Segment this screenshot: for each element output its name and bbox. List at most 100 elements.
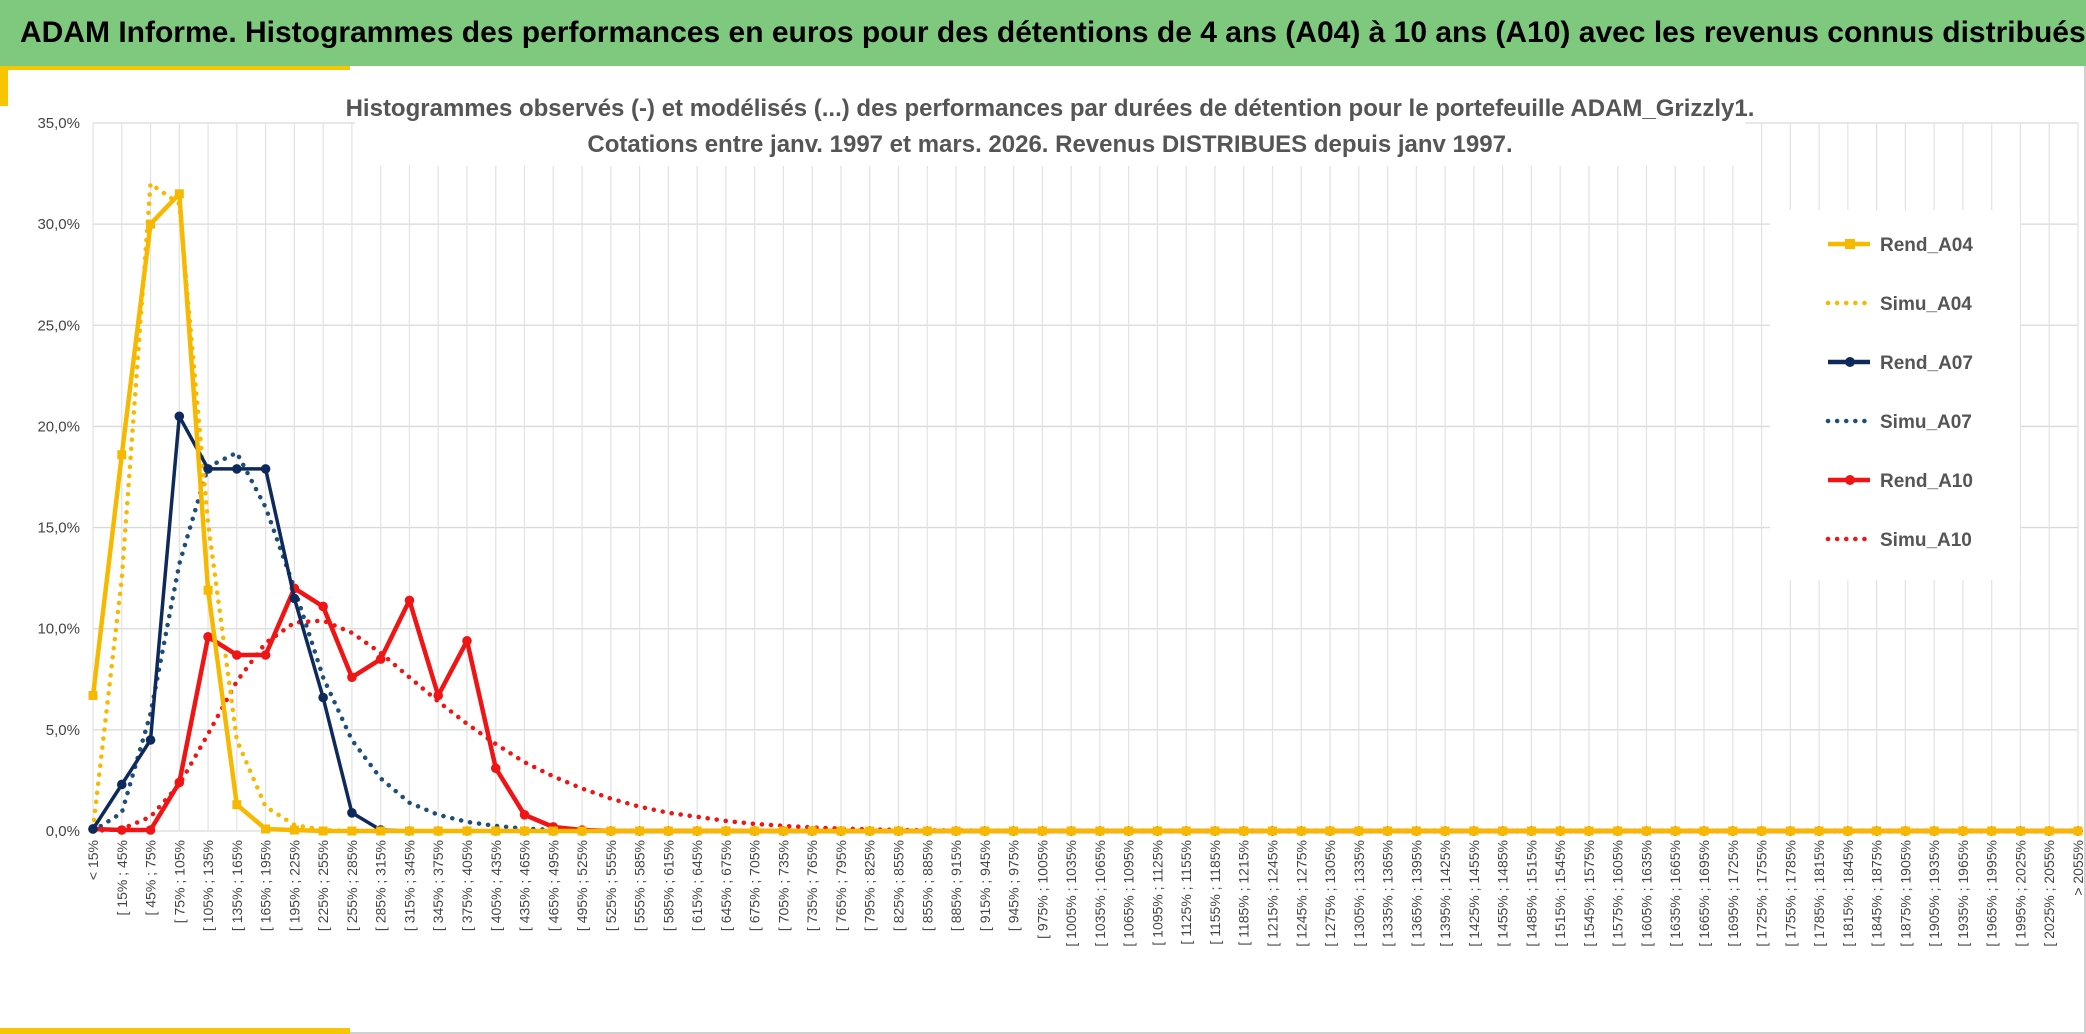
data-point: [1987, 826, 1997, 836]
x-tick-label: [ 765% ; 795%: [833, 840, 849, 931]
x-tick-label: [ 645% ; 675%: [718, 840, 734, 931]
data-point: [347, 672, 357, 683]
x-tick-label: [ 585% ; 615%: [660, 840, 676, 931]
data-point: [548, 826, 558, 836]
y-tick-label: 30,0%: [37, 216, 80, 233]
x-tick-label: [ 915% ; 945%: [977, 840, 993, 931]
x-tick-label: [ 525% ; 555%: [603, 840, 619, 931]
data-point: [433, 826, 443, 836]
frame-border-bottom: [350, 1032, 2086, 1034]
x-tick-label: [ 495% ; 525%: [574, 840, 590, 931]
data-point: [116, 779, 127, 790]
data-point: [1699, 826, 1709, 836]
data-point: [1239, 826, 1249, 836]
legend-entry: Rend_A07: [1828, 353, 1973, 374]
data-point: [232, 800, 242, 810]
x-tick-label: [ 1815% ; 1845%: [1840, 840, 1856, 947]
x-tick-label: [ 705% ; 735%: [775, 840, 791, 931]
data-point: [203, 585, 213, 595]
chart-series: [88, 181, 2083, 836]
data-point: [980, 826, 990, 836]
x-tick-label: [ 1365% ; 1395%: [1408, 840, 1424, 947]
x-tick-label: [ 165% ; 195%: [258, 840, 274, 931]
data-point: [1009, 826, 1019, 836]
data-point: [232, 650, 242, 660]
data-point: [721, 826, 731, 836]
data-point: [404, 595, 415, 606]
data-point: [577, 826, 587, 836]
data-point: [520, 826, 530, 836]
x-tick-label: [ 45% ; 75%: [143, 840, 159, 916]
data-point: [1900, 826, 1910, 836]
legend-label: Rend_A07: [1880, 353, 1973, 374]
data-point: [1843, 826, 1853, 836]
x-tick-label: [ 1905% ; 1935%: [1926, 840, 1942, 947]
data-point: [462, 826, 472, 836]
page-title: ADAM Informe. Histogrammes des performan…: [20, 16, 2086, 49]
y-tick-label: 10,0%: [37, 621, 80, 638]
data-point: [1670, 826, 1680, 836]
data-point: [2073, 826, 2083, 836]
data-point: [174, 411, 185, 422]
x-tick-label: [ 135% ; 165%: [229, 840, 245, 931]
data-point: [2015, 826, 2025, 836]
legend-marker: [1845, 239, 1855, 249]
accent-bar-left: [0, 66, 8, 106]
data-point: [490, 763, 501, 774]
header-bar: ADAM Informe. Histogrammes des performan…: [0, 0, 2086, 66]
x-tick-label: [ 1575% ; 1605%: [1610, 840, 1626, 947]
x-tick-label: [ 1995% ; 2025%: [2012, 840, 2028, 947]
data-point: [836, 826, 846, 836]
legend-marker: [1845, 357, 1855, 367]
series-line: [90, 618, 2081, 834]
data-point: [1411, 826, 1421, 836]
x-tick-label: [ 1005% ; 1035%: [1063, 840, 1079, 947]
data-point: [1267, 826, 1277, 836]
x-tick-label: [ 1665% ; 1695%: [1696, 840, 1712, 947]
x-tick-label: [ 1785% ; 1815%: [1811, 840, 1827, 947]
legend-entry: Simu_A10: [1825, 530, 1972, 551]
data-point: [347, 826, 357, 836]
legend-entry: Simu_A04: [1825, 294, 1972, 315]
data-point: [1210, 826, 1220, 836]
x-tick-label: [ 1155% ; 1185%: [1207, 840, 1223, 945]
data-point: [376, 826, 386, 836]
x-tick-label: [ 405% ; 435%: [488, 840, 504, 931]
x-tick-label: [ 1605% ; 1635%: [1638, 840, 1654, 947]
data-point: [1929, 826, 1939, 836]
x-tick-label: [ 1875% ; 1905%: [1897, 840, 1913, 947]
accent-bar-bottom: [0, 1028, 350, 1034]
x-tick-label: [ 1515% ; 1545%: [1552, 840, 1568, 947]
data-point: [1728, 826, 1738, 836]
y-tick-label: 5,0%: [46, 722, 80, 739]
x-tick-label: [ 1485% ; 1515%: [1523, 840, 1539, 947]
data-point: [145, 825, 156, 835]
x-tick-label: [ 1065% ; 1095%: [1121, 840, 1137, 947]
data-point: [203, 464, 213, 474]
data-point: [261, 824, 271, 834]
series-rend-a10: [88, 583, 2083, 836]
x-tick-label: [ 1275% ; 1305%: [1322, 840, 1338, 947]
data-point: [2044, 826, 2054, 836]
data-point: [289, 593, 300, 604]
x-tick-label: [ 225% ; 255%: [315, 840, 331, 931]
legend-marker: [1845, 475, 1855, 485]
data-point: [1152, 826, 1162, 836]
legend-label: Simu_A07: [1880, 412, 1972, 433]
series-rend-a04: [88, 189, 2083, 836]
x-tick-label: [ 1215% ; 1245%: [1264, 840, 1280, 947]
x-tick-label: [ 15% ; 45%: [114, 840, 130, 916]
x-tick-label: [ 1035% ; 1065%: [1092, 840, 1108, 947]
data-point: [606, 826, 616, 836]
legend-background: [1770, 210, 2020, 580]
data-point: [807, 826, 817, 836]
x-tick-label: [ 105% ; 135%: [200, 840, 216, 931]
data-point: [260, 650, 271, 660]
legend-label: Simu_A04: [1880, 294, 1972, 315]
x-tick-label: [ 1635% ; 1665%: [1667, 840, 1683, 947]
data-point: [951, 826, 961, 836]
data-point: [1296, 826, 1306, 836]
data-point: [174, 189, 184, 199]
frame-border-right: [2084, 66, 2086, 1034]
